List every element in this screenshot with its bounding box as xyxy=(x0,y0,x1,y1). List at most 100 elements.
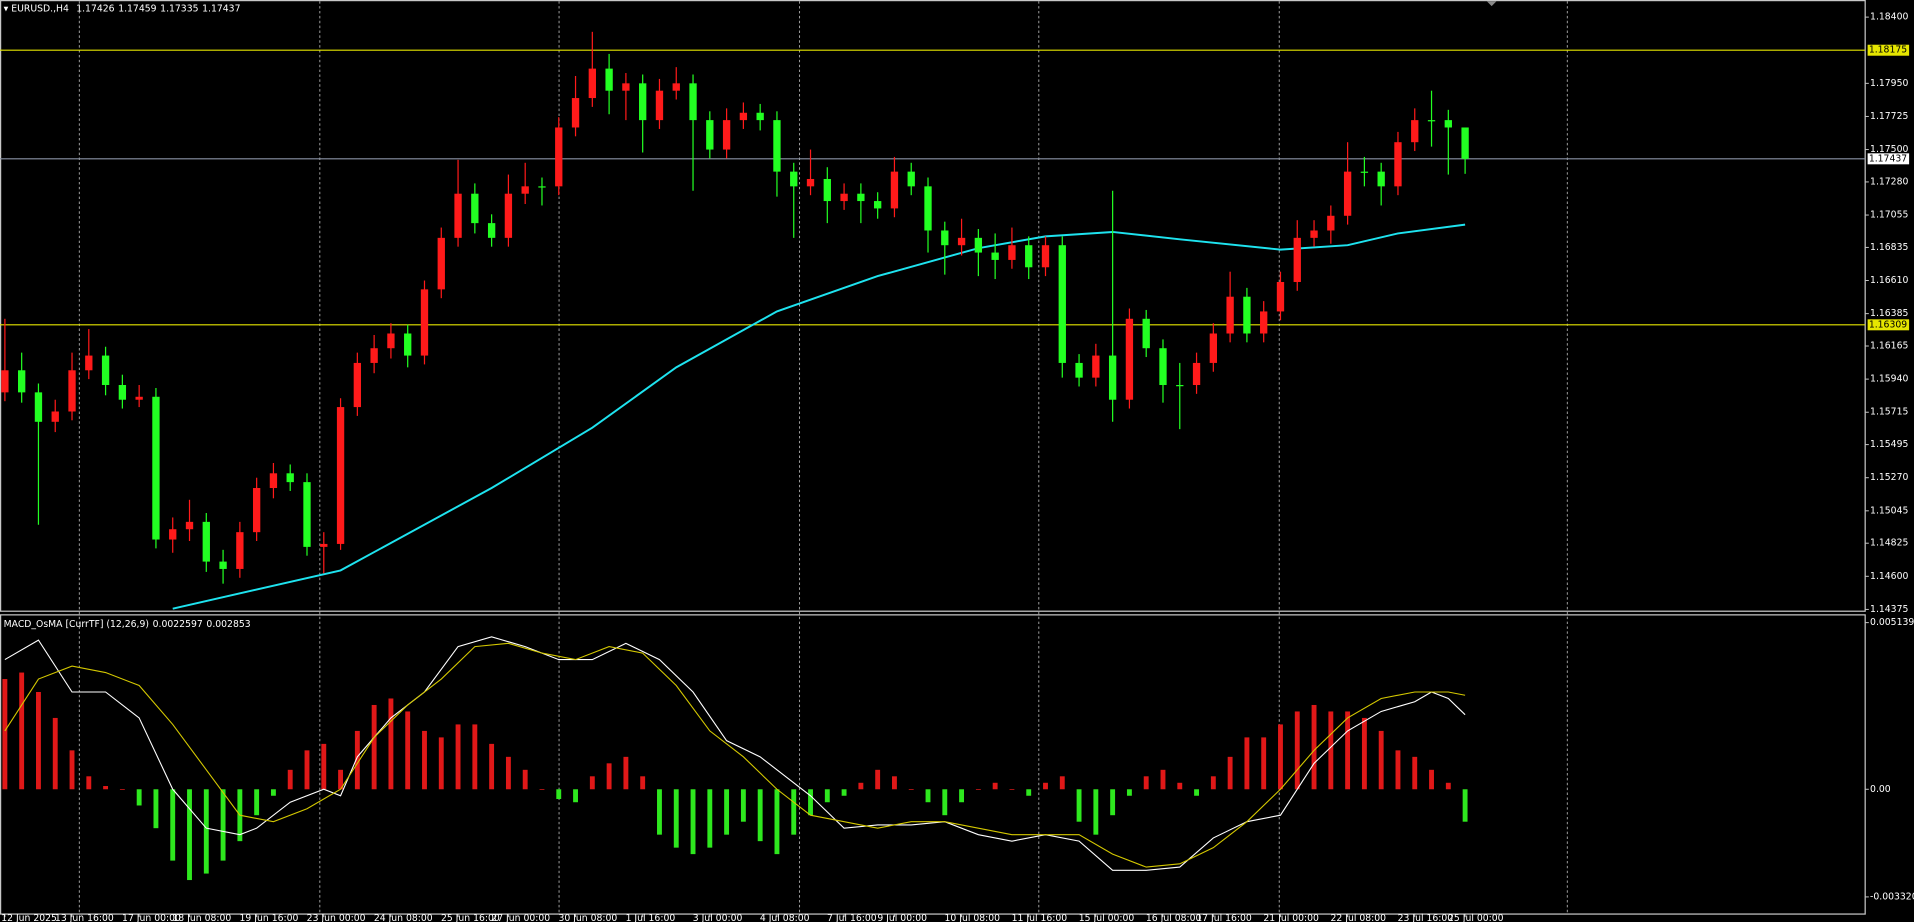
current-price-label: 1.17437 xyxy=(1869,153,1907,164)
histogram-bar xyxy=(505,756,511,790)
histogram-bar xyxy=(774,789,780,855)
histogram-bar xyxy=(791,789,797,835)
candle-body xyxy=(1293,237,1301,282)
histogram-bar xyxy=(338,769,344,790)
histogram-bar xyxy=(522,769,528,790)
histogram-bar xyxy=(1445,782,1451,790)
x-tick-label: 27 Jun 00:00 xyxy=(491,913,550,922)
histogram-bar xyxy=(1143,776,1149,790)
x-tick-label: 15 Jul 00:00 xyxy=(1079,913,1135,922)
macd-value: 0.0022597 xyxy=(153,619,203,630)
histogram-bar xyxy=(1328,711,1334,790)
histogram-bar xyxy=(455,724,461,790)
histogram-bar xyxy=(942,789,948,816)
histogram-bar xyxy=(220,789,226,861)
histogram-bar xyxy=(1093,789,1099,835)
x-tick-label: 12 Jun 2025 xyxy=(1,913,57,922)
y-tick-label: 1.15940 xyxy=(1870,374,1908,385)
candle-body xyxy=(722,120,731,150)
open-value: 1.17426 xyxy=(76,3,114,14)
y-tick-label: 1.16610 xyxy=(1870,275,1908,286)
dropdown-arrow: ▾ xyxy=(4,3,12,14)
y-tick-label: 1.16835 xyxy=(1870,242,1908,253)
histogram-bar xyxy=(1412,756,1418,790)
histogram-bar xyxy=(1160,769,1166,790)
candle-body xyxy=(1394,142,1402,187)
candle-body xyxy=(18,370,26,393)
candle-body xyxy=(1108,355,1117,400)
histogram-bar xyxy=(1043,782,1048,790)
x-tick-label: 10 Jul 08:00 xyxy=(944,913,1000,922)
y-tick-label: 1.18400 xyxy=(1870,12,1908,23)
candle-body xyxy=(739,112,748,121)
histogram-bar xyxy=(1294,711,1300,790)
candle-body xyxy=(202,521,210,562)
candle-body xyxy=(1008,245,1016,260)
candle-body xyxy=(404,333,412,356)
histogram-bar xyxy=(86,776,92,790)
x-tick-label: 11 Jul 16:00 xyxy=(1012,913,1068,922)
histogram-bar xyxy=(992,782,998,790)
candle-body xyxy=(1377,171,1385,187)
histogram-bar xyxy=(153,789,159,829)
histogram-bar xyxy=(1059,776,1065,790)
x-tick-label: 1 Jul 16:00 xyxy=(626,913,676,922)
candle-body xyxy=(1411,120,1419,143)
histogram-bar xyxy=(187,789,192,881)
candle-body xyxy=(1159,348,1167,386)
x-tick-label: 25 Jul 00:00 xyxy=(1448,913,1504,922)
y-tick-label: 1.17950 xyxy=(1870,78,1908,89)
histogram-bar xyxy=(489,743,495,790)
histogram-bar xyxy=(724,789,730,835)
candle-body xyxy=(471,193,479,224)
histogram-bar xyxy=(1126,789,1132,796)
histogram-bar xyxy=(36,692,41,790)
y-tick-label: 1.17725 xyxy=(1870,111,1908,122)
candle-body xyxy=(605,68,613,91)
histogram-bar xyxy=(69,750,75,790)
histogram-bar xyxy=(623,756,629,790)
histogram-bar xyxy=(354,730,360,790)
histogram-bar xyxy=(1395,750,1401,790)
macd-line xyxy=(4,636,1466,871)
y-tick-label: 0.0051395 xyxy=(1870,617,1914,628)
histogram-bar xyxy=(808,789,813,816)
candle-body xyxy=(1075,362,1083,378)
x-tick-label: 22 Jul 08:00 xyxy=(1331,913,1387,922)
histogram-bar xyxy=(1227,756,1233,790)
histogram-bar xyxy=(556,789,562,799)
candle-body xyxy=(1092,355,1100,378)
macd-frame xyxy=(0,614,1866,915)
candle-body xyxy=(236,532,244,569)
candle-body xyxy=(269,473,278,489)
candle-body xyxy=(1276,281,1285,312)
candle-body xyxy=(1192,362,1201,386)
histogram-bar xyxy=(925,789,931,803)
candle-body xyxy=(790,171,798,187)
histogram-bar xyxy=(2,679,8,790)
histogram-bar xyxy=(52,717,58,790)
x-tick-label: 21 Jul 00:00 xyxy=(1263,913,1319,922)
histogram-bar xyxy=(1345,711,1351,790)
histogram-bar xyxy=(959,789,965,803)
low-value: 1.17335 xyxy=(160,3,198,14)
histogram-bar xyxy=(270,789,276,796)
candle-body xyxy=(1427,120,1436,122)
candle-body xyxy=(1444,120,1452,128)
symbol-header: ▾ EURUSD.,H4 1.17426 1.17459 1.17335 1.17437 xyxy=(4,3,241,14)
candle-body xyxy=(890,171,899,209)
histogram-bar xyxy=(707,789,713,848)
y-tick-label: 1.15045 xyxy=(1870,505,1908,516)
histogram-bar xyxy=(371,704,377,790)
histogram-bar xyxy=(841,789,847,796)
candle-body xyxy=(1461,127,1469,159)
candle-body xyxy=(118,385,127,400)
histogram-bar xyxy=(1429,769,1434,790)
candle-body xyxy=(571,98,580,128)
candle-body xyxy=(185,521,194,530)
candle-body xyxy=(1343,171,1352,216)
main-frame xyxy=(0,0,1866,612)
candle-body xyxy=(974,237,983,253)
